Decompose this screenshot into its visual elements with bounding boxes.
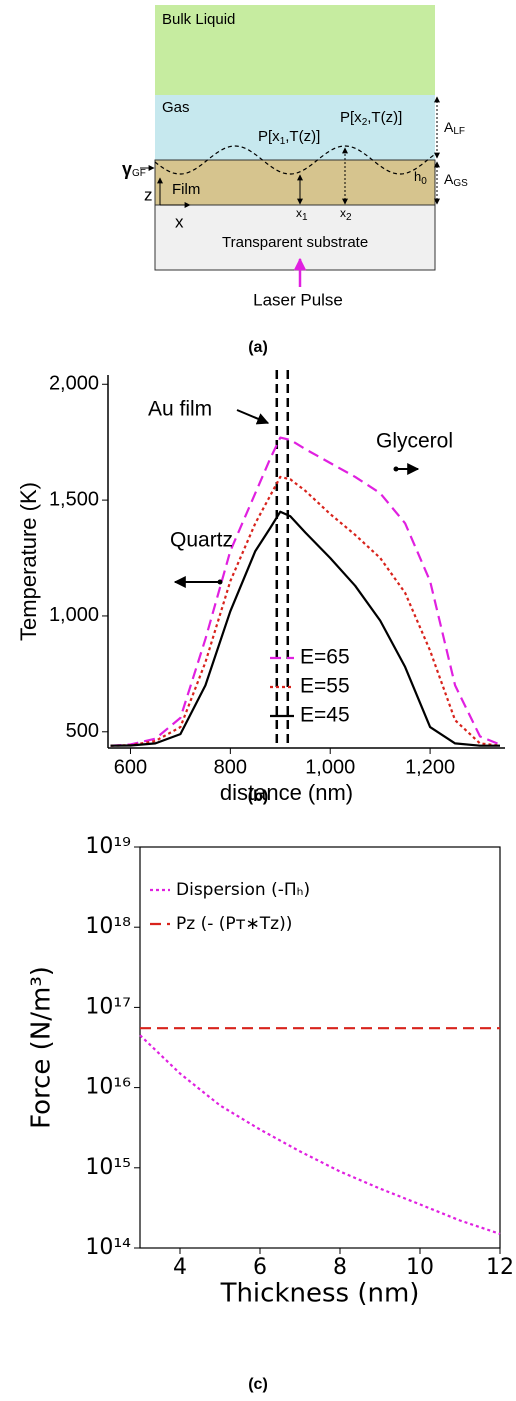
text-part: 2	[346, 212, 352, 223]
series-line	[110, 436, 501, 747]
layer-label: Transparent substrate	[222, 234, 368, 251]
x-tick-label: 600	[114, 756, 147, 778]
x-tick-label: 8	[333, 1255, 347, 1280]
x-axis-label: Thickness (nm)	[220, 1279, 420, 1309]
x-axis-label: distance (nm)	[220, 780, 353, 805]
y-tick-label: 1,000	[49, 604, 99, 626]
text-part: 1	[302, 212, 308, 223]
y-tick-label: 10¹⁹	[85, 834, 131, 859]
annotation-arrow	[236, 409, 270, 425]
x-tick-label: 4	[173, 1255, 187, 1280]
y-tick-label: 10¹⁴	[85, 1235, 131, 1260]
annotation: Quartz	[170, 529, 233, 552]
y-tick-label: 10¹⁸	[85, 914, 131, 939]
text-part: x	[340, 206, 346, 220]
y-axis-label: Temperature (K)	[16, 482, 41, 641]
series-line	[110, 510, 500, 747]
gas-layer	[155, 95, 435, 160]
layer-label: Bulk Liquid	[162, 11, 235, 28]
text-part: ,T(z)]	[367, 109, 402, 126]
y-tick-label: 500	[66, 720, 99, 742]
text-part: GF	[132, 168, 146, 179]
pressure-label: P[x2,T(z)]	[340, 109, 402, 128]
pressure-label: P[x1,T(z)]	[258, 128, 320, 147]
chart: 10¹⁴ 10¹⁵ 10¹⁶ 10¹⁷ 10¹⁸ 10¹⁹ 4 6 8 10 12 Thickness…	[27, 834, 515, 1393]
caption: (a)	[248, 339, 268, 356]
thickness-label: h0	[414, 169, 427, 186]
text-part: A	[444, 171, 454, 187]
text-part: h	[414, 169, 421, 184]
y-tick-label: 10¹⁷	[85, 994, 131, 1019]
annotation-dot	[217, 579, 223, 585]
x-tick-label: 1,000	[305, 756, 355, 778]
annotation: Au film	[148, 398, 212, 421]
x-tick-label: 800	[214, 756, 247, 778]
layer-label: Film	[172, 181, 200, 198]
annotation-dot	[393, 466, 399, 472]
text-part: x	[296, 206, 302, 220]
y-tick-label: 2,000	[49, 373, 99, 395]
y-tick-label: 10¹⁵	[85, 1155, 131, 1180]
text-part: 1	[280, 136, 286, 147]
x-tick-label: 6	[253, 1255, 267, 1280]
x-tick-label: 10	[406, 1255, 434, 1280]
position-label: x1	[296, 206, 308, 222]
interface-wave	[154, 145, 436, 175]
position-label: x2	[340, 206, 352, 222]
text-part: γ	[122, 159, 132, 179]
legend-label: E=65	[300, 646, 350, 669]
text-part: 2	[362, 117, 368, 128]
series-line	[139, 1034, 501, 1235]
text-part: P[x	[258, 128, 280, 145]
caption: (b)	[248, 788, 268, 805]
legend-label: E=55	[300, 675, 350, 698]
bulk-layer	[155, 5, 435, 95]
text-part: LF	[453, 126, 465, 137]
layer-label: Gas	[162, 99, 190, 116]
legend-label: Dispersion (-Πₕ)	[176, 880, 310, 900]
y-tick-label: 10¹⁶	[85, 1075, 131, 1100]
legend-label: Pᴢ (- (Pᴛ∗Tᴢ))	[176, 914, 292, 934]
x-tick-label: 1,200	[405, 756, 455, 778]
plot-frame	[139, 846, 501, 1249]
x-tick-label: 12	[486, 1255, 514, 1280]
legend-label: E=45	[300, 704, 350, 727]
axis-label: x	[175, 212, 184, 231]
amplitude-label: ALF	[444, 119, 465, 137]
text-part: 0	[421, 176, 427, 187]
y-axis-label: Force (N/m³)	[27, 966, 57, 1129]
text-part: ,T(z)]	[285, 128, 320, 145]
axis-label: z	[144, 185, 153, 204]
chart: 500 1,000 1,500 2,000 600 800 1,000 1,200 distan…	[16, 370, 505, 805]
y-tick-label: 1,500	[49, 488, 99, 510]
text-part: GS	[453, 178, 468, 189]
text-part: P[x	[340, 109, 362, 126]
laser-label: Laser Pulse	[253, 290, 343, 309]
diagram: Bulk Liquid Gas Film Transparent substra…	[122, 5, 468, 356]
annotation: Glycerol	[376, 430, 453, 453]
text-part: A	[444, 119, 454, 135]
series-line	[110, 475, 501, 747]
tension-label: γGF	[122, 159, 146, 179]
amplitude-label: AGS	[444, 171, 468, 189]
caption: (c)	[248, 1376, 268, 1393]
